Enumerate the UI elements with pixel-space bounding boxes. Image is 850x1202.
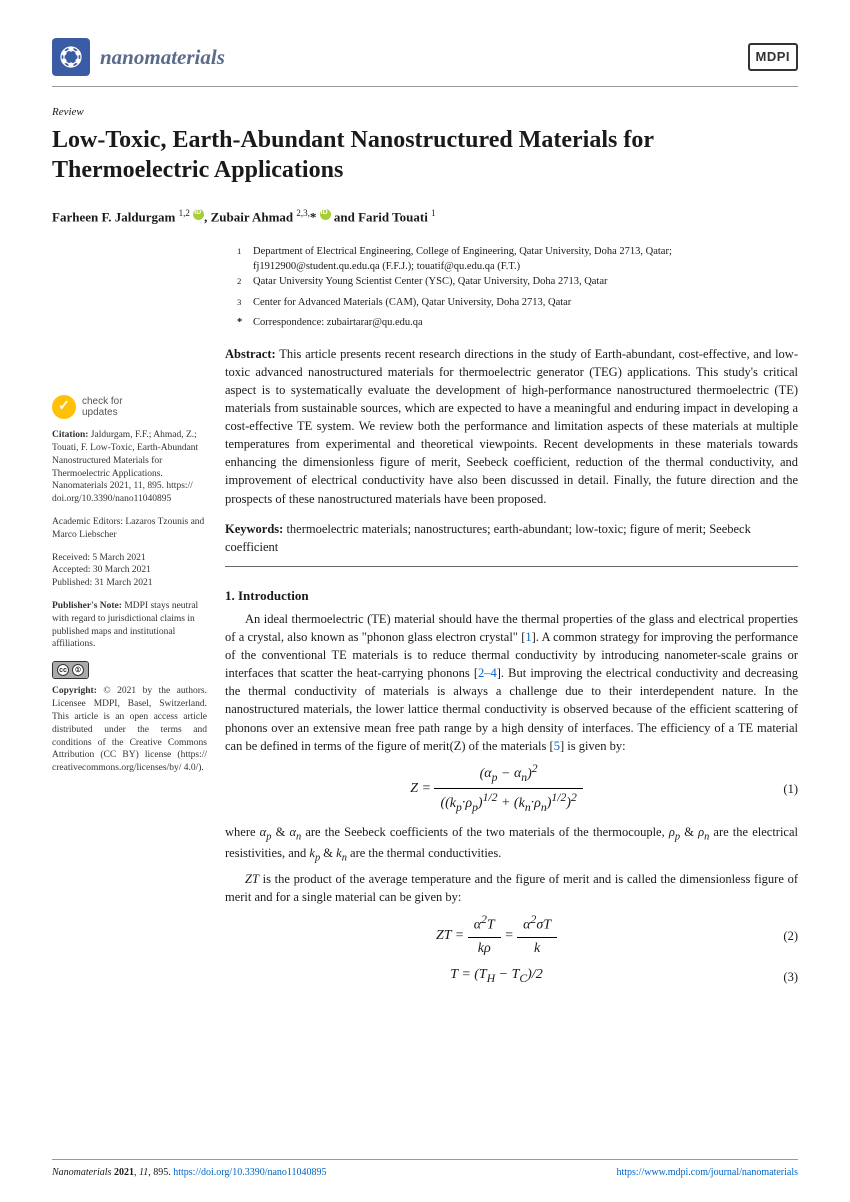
citation-ref-2-4[interactable]: 2–4 [478,666,497,680]
section-heading-intro: 1. Introduction [225,587,798,606]
copyright-block: Copyright: © 2021 by the authors. Licens… [52,685,207,775]
journal-logo-icon [52,38,90,76]
equation-2: ZT = α2Tkρ = α2σTk (2) [225,912,798,959]
journal-url[interactable]: https://www.mdpi.com/journal/nanomateria… [616,1166,798,1181]
dates: Received: 5 March 2021 Accepted: 30 Marc… [52,552,207,590]
citation-block: Citation: Jaldurgam, F.F.; Ahmad, Z.; To… [52,429,207,506]
intro-paragraph-3: ZT is the product of the average tempera… [225,870,798,906]
keywords: Keywords: thermoelectric materials; nano… [225,520,798,567]
equation-1: Z = (αp − αn)2((kp·ρp)1/2 + (kn·ρn)1/2)2… [225,761,798,817]
page-footer: Nanomaterials 2021, 11, 895. https://doi… [52,1159,798,1181]
check-for-updates[interactable]: ✓ check forupdates [52,395,207,419]
footer-left: Nanomaterials 2021, 11, 895. https://doi… [52,1166,327,1181]
sidebar: ✓ check forupdates Citation: Jaldurgam, … [52,245,207,994]
abstract: Abstract: This article presents recent r… [225,345,798,508]
main-content: 1Department of Electrical Engineering, C… [225,245,798,994]
affiliations: 1Department of Electrical Engineering, C… [225,245,798,330]
journal-name: nanomaterials [100,42,225,72]
intro-paragraph-1: An ideal thermoelectric (TE) material sh… [225,610,798,755]
journal-block: nanomaterials [52,38,225,76]
publisher-logo: MDPI [748,43,799,72]
equation-3: T = (TH − TC)/2 (3) [225,965,798,988]
publishers-note: Publisher's Note: MDPI stays neutral wit… [52,600,207,651]
check-updates-label: check forupdates [82,396,123,418]
intro-paragraph-2: where αp & αn are the Seebeck coefficien… [225,823,798,866]
doi-link[interactable]: https://doi.org/10.3390/nano11040895 [173,1167,326,1178]
author-list: Farheen F. Jaldurgam 1,2 , Zubair Ahmad … [52,207,798,227]
article-title: Low-Toxic, Earth-Abundant Nanostructured… [52,125,798,185]
check-updates-icon: ✓ [52,395,76,419]
top-bar: nanomaterials MDPI [52,38,798,87]
academic-editors: Academic Editors: Lazaros Tzounis and Ma… [52,516,207,542]
cc-by-badge-icon: cc① [52,661,89,679]
article-type: Review [52,105,798,121]
